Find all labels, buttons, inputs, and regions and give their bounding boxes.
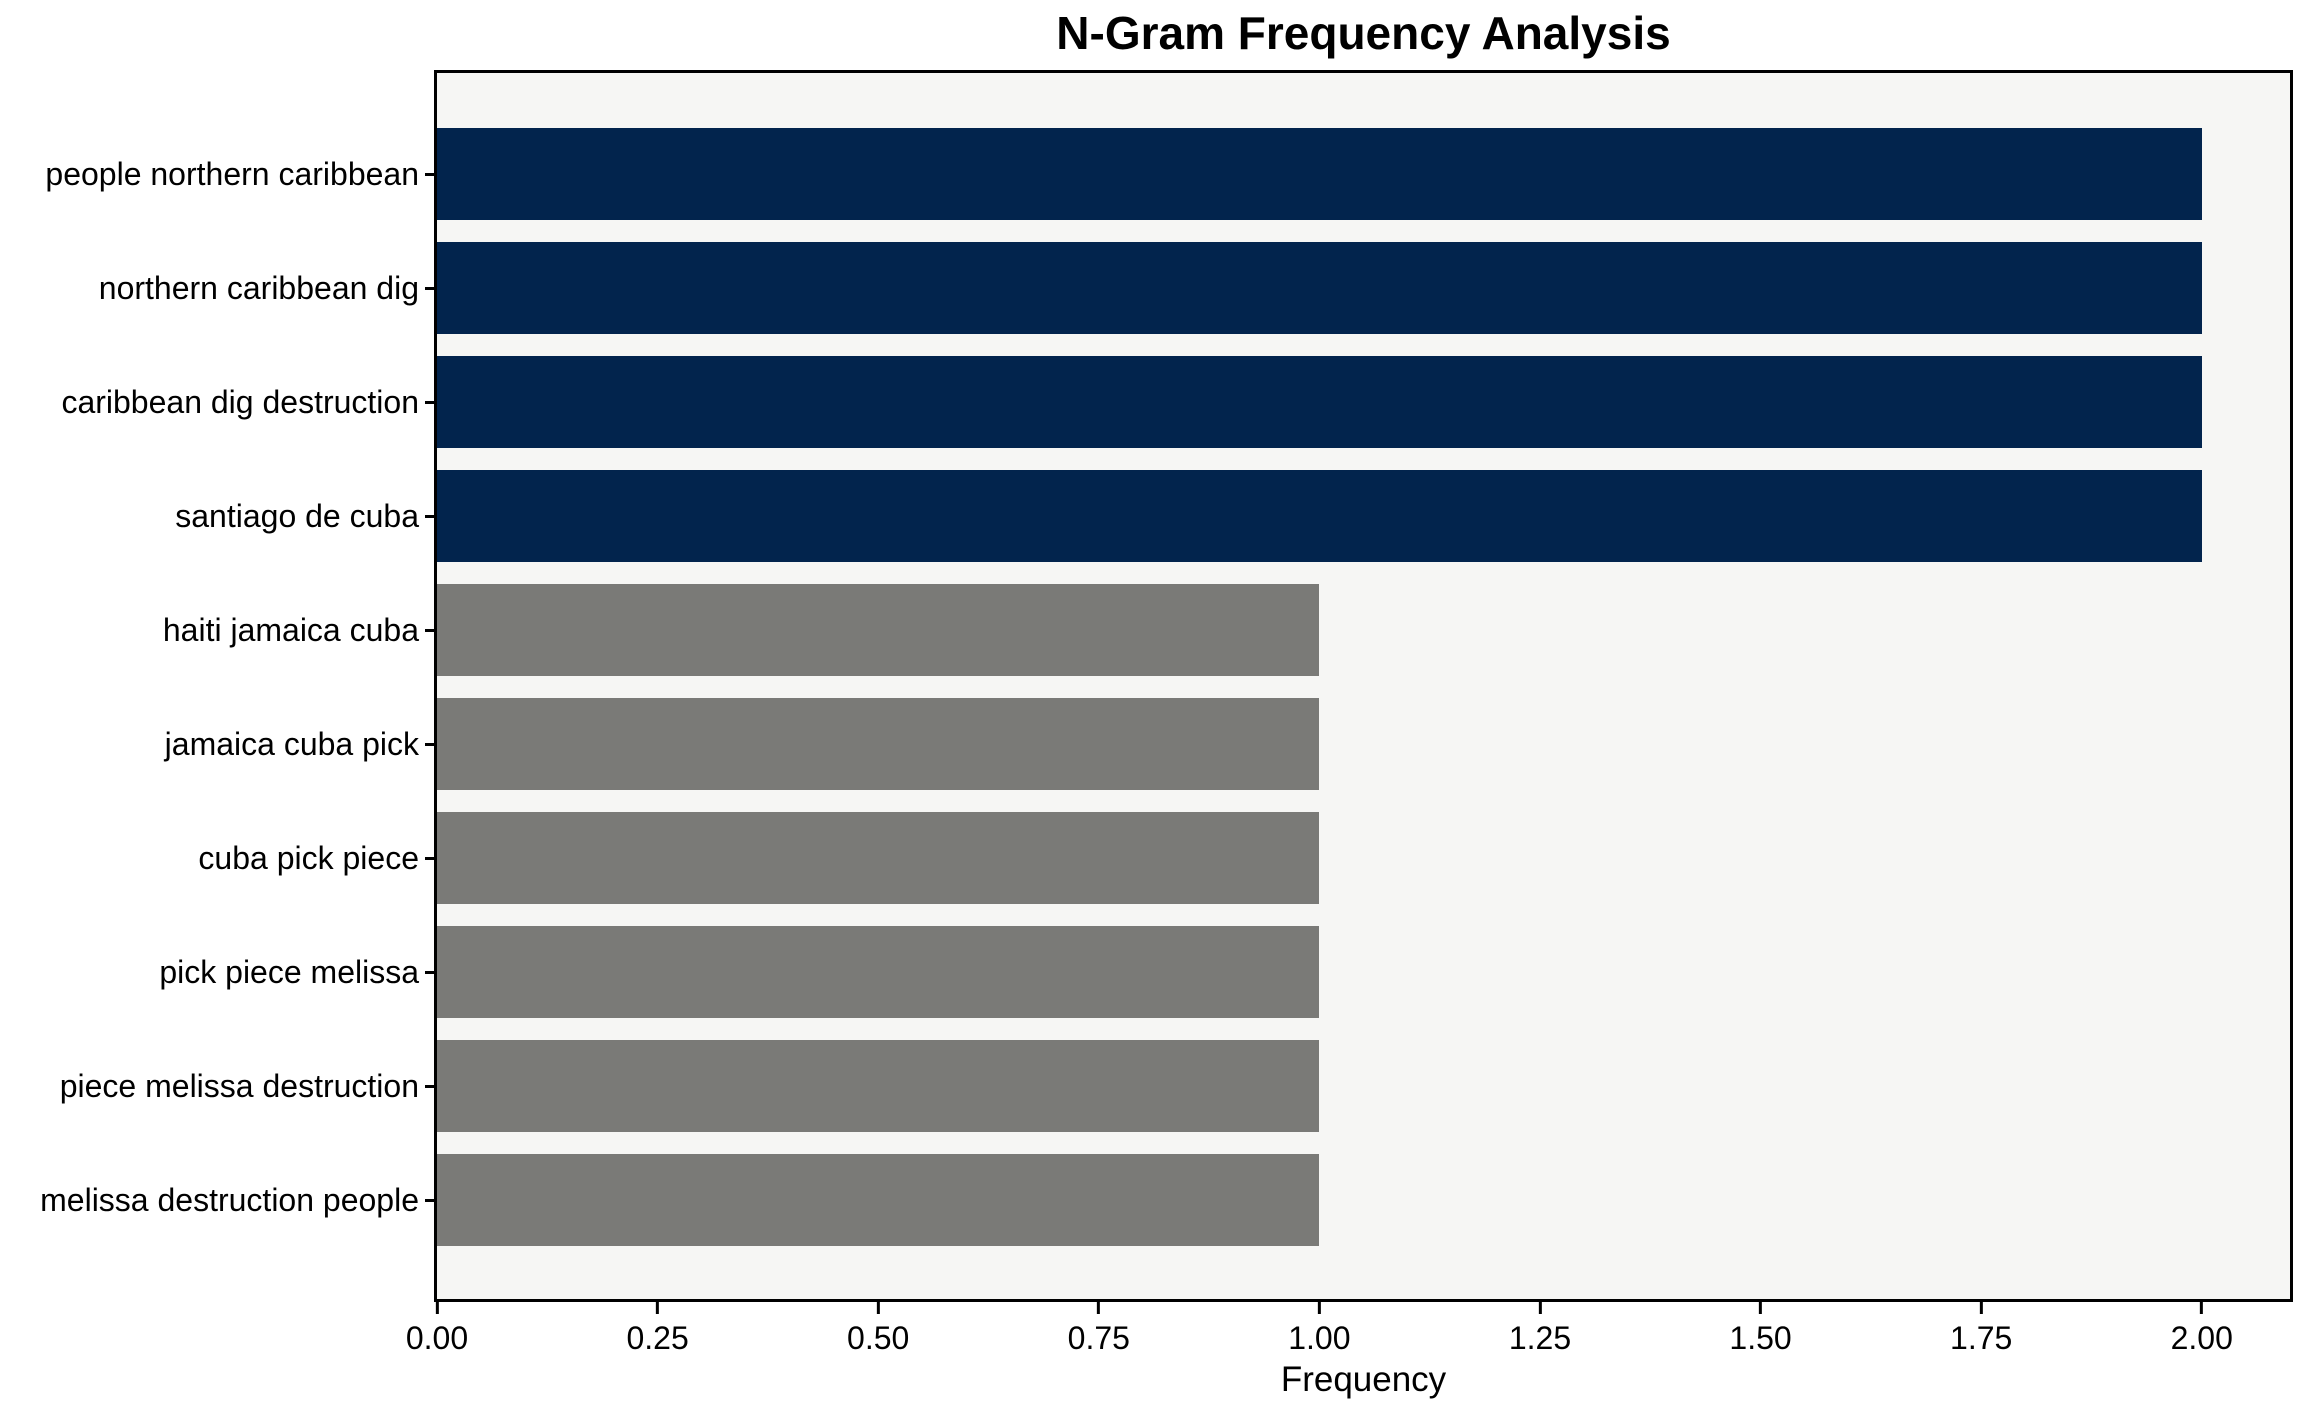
x-tick-mark [1317, 1302, 1321, 1314]
bar [437, 470, 2202, 562]
x-tick: 0.00 [406, 1302, 468, 1357]
y-tick-label: haiti jamaica cuba [162, 611, 419, 648]
x-tick-mark [435, 1302, 439, 1314]
x-tick-label: 1.75 [1950, 1320, 2013, 1356]
x-tick: 1.25 [1509, 1302, 1571, 1357]
y-tick-row: santiago de cuba [175, 470, 434, 562]
y-tick-label: northern caribbean dig [98, 269, 419, 306]
y-tick-row: piece melissa destruction [60, 1040, 434, 1132]
y-tick-mark [425, 742, 434, 746]
x-tick-mark [876, 1302, 880, 1314]
y-tick-mark [425, 286, 434, 290]
y-axis: people northern caribbean northern caribb… [0, 73, 434, 1299]
bar [437, 1154, 1320, 1246]
y-tick-mark [425, 400, 434, 404]
y-tick-mark [425, 856, 434, 860]
y-tick-mark [425, 514, 434, 518]
y-tick-label: people northern caribbean [45, 155, 419, 192]
bar [437, 584, 1320, 676]
bar [437, 1040, 1320, 1132]
x-tick-label: 0.50 [847, 1320, 910, 1356]
x-tick-label: 0.25 [626, 1320, 689, 1356]
y-tick-row: pick piece melissa [159, 926, 434, 1018]
y-tick-label: pick piece melissa [159, 953, 419, 990]
y-tick-row: people northern caribbean [45, 128, 434, 220]
bar [437, 926, 1320, 1018]
x-axis-title: Frequency [1280, 1360, 1447, 1399]
y-tick-row: cuba pick piece [198, 812, 434, 904]
x-tick-mark [656, 1302, 660, 1314]
y-tick-mark [425, 628, 434, 632]
x-tick-mark [2200, 1302, 2204, 1314]
x-tick-label: 1.00 [1288, 1320, 1351, 1356]
x-tick: 0.50 [847, 1302, 909, 1357]
y-tick-row: jamaica cuba pick [165, 698, 434, 790]
x-tick-label: 0.75 [1067, 1320, 1130, 1356]
plot-area [434, 70, 2293, 1302]
y-tick-label: piece melissa destruction [59, 1067, 419, 1104]
x-tick-label: 1.50 [1729, 1320, 1792, 1356]
y-tick-mark [425, 1198, 434, 1202]
x-tick: 0.25 [626, 1302, 689, 1357]
x-tick-mark [1979, 1302, 1983, 1314]
bar [437, 128, 2202, 220]
y-tick-label: santiago de cuba [175, 497, 419, 534]
y-tick-label: cuba pick piece [198, 839, 419, 876]
bar [437, 812, 1320, 904]
bar [437, 242, 2202, 334]
x-tick: 1.00 [1288, 1302, 1351, 1357]
y-tick-row: northern caribbean dig [99, 242, 434, 334]
y-tick-mark [425, 172, 434, 176]
x-tick: 2.00 [2171, 1302, 2233, 1357]
y-tick-mark [425, 1084, 434, 1088]
x-tick-mark [1097, 1302, 1101, 1314]
y-tick-row: haiti jamaica cuba [163, 584, 434, 676]
x-tick: 1.50 [1729, 1302, 1792, 1357]
bar [437, 698, 1320, 790]
x-tick: 0.75 [1068, 1302, 1130, 1357]
x-tick-label: 0.00 [405, 1320, 469, 1356]
x-tick: 1.75 [1950, 1302, 2012, 1357]
y-tick-label: caribbean dig destruction [61, 383, 419, 420]
y-tick-mark [425, 970, 434, 974]
x-tick-mark [1759, 1302, 1763, 1314]
x-axis: 0.00 0.25 0.50 0.75 1.00 1.25 1.50 1.75 2.00 [406, 1302, 2290, 1412]
y-tick-row: melissa destruction people [40, 1154, 434, 1246]
bar [437, 356, 2202, 448]
y-tick-row: caribbean dig destruction [61, 356, 434, 448]
y-tick-label: jamaica cuba pick [164, 725, 419, 762]
chart-title: N-Gram Frequency Analysis [1056, 7, 1671, 59]
x-tick-mark [1538, 1302, 1542, 1314]
x-tick-label: 1.25 [1508, 1320, 1572, 1356]
y-tick-label: melissa destruction people [40, 1181, 419, 1218]
x-tick-label: 2.00 [2170, 1320, 2233, 1356]
